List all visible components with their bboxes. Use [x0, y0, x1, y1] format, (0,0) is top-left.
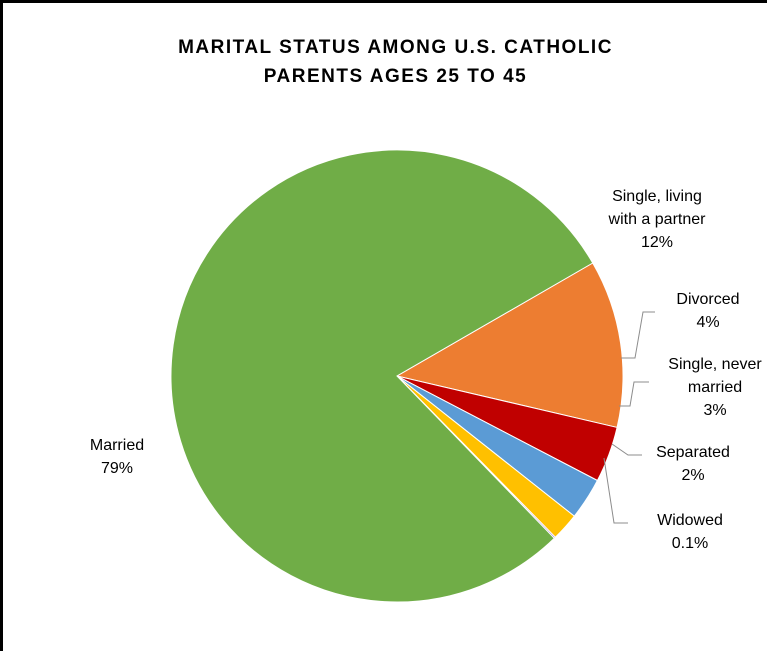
- pie-slice-married: [170, 149, 594, 603]
- pie-chart: Single, living with a partner 12% Divorced 4…: [90, 149, 762, 603]
- chart-title: MARITAL STATUS AMONG U.S. CATHOLIC PAREN…: [3, 33, 767, 91]
- slice-labels: Single, living with a partner 12% Divorced 4…: [90, 188, 762, 552]
- slice-label-divorced-line-1: Divorced: [676, 291, 739, 308]
- slice-value-separated: 2%: [681, 467, 704, 484]
- leader-line-single-never-married: [619, 381, 649, 407]
- slice-label-single-living-partner-line-1: Single, living: [612, 188, 702, 205]
- slice-value-widowed: 0.1%: [672, 535, 708, 552]
- slice-label-married-line-1: Married: [90, 437, 144, 454]
- slice-value-single-living-partner: 12%: [641, 234, 673, 251]
- slice-label-widowed-line-1: Widowed: [657, 512, 723, 529]
- leader-lines: [603, 311, 655, 524]
- slice-value-single-never-married: 3%: [703, 402, 726, 419]
- leader-line-separated: [611, 443, 642, 456]
- slice-label-single-never-married-line-1: Single, never: [668, 356, 762, 373]
- pie-slice-single-living-partner: [395, 262, 624, 429]
- slice-value-divorced: 4%: [696, 314, 719, 331]
- slice-label-single-never-married-line-2: married: [688, 379, 742, 396]
- slice-label-single-living-partner-line-2: with a partner: [608, 211, 707, 228]
- slice-label-separated-line-1: Separated: [656, 444, 730, 461]
- chart-title-line-2: PARENTS AGES 25 TO 45: [263, 66, 528, 87]
- slice-value-married: 79%: [101, 460, 133, 477]
- pie-slices: [170, 149, 624, 603]
- leader-line-divorced: [621, 311, 655, 359]
- chart-title-line-1: MARITAL STATUS AMONG U.S. CATHOLIC: [178, 37, 613, 58]
- leader-line-widowed: [603, 457, 628, 524]
